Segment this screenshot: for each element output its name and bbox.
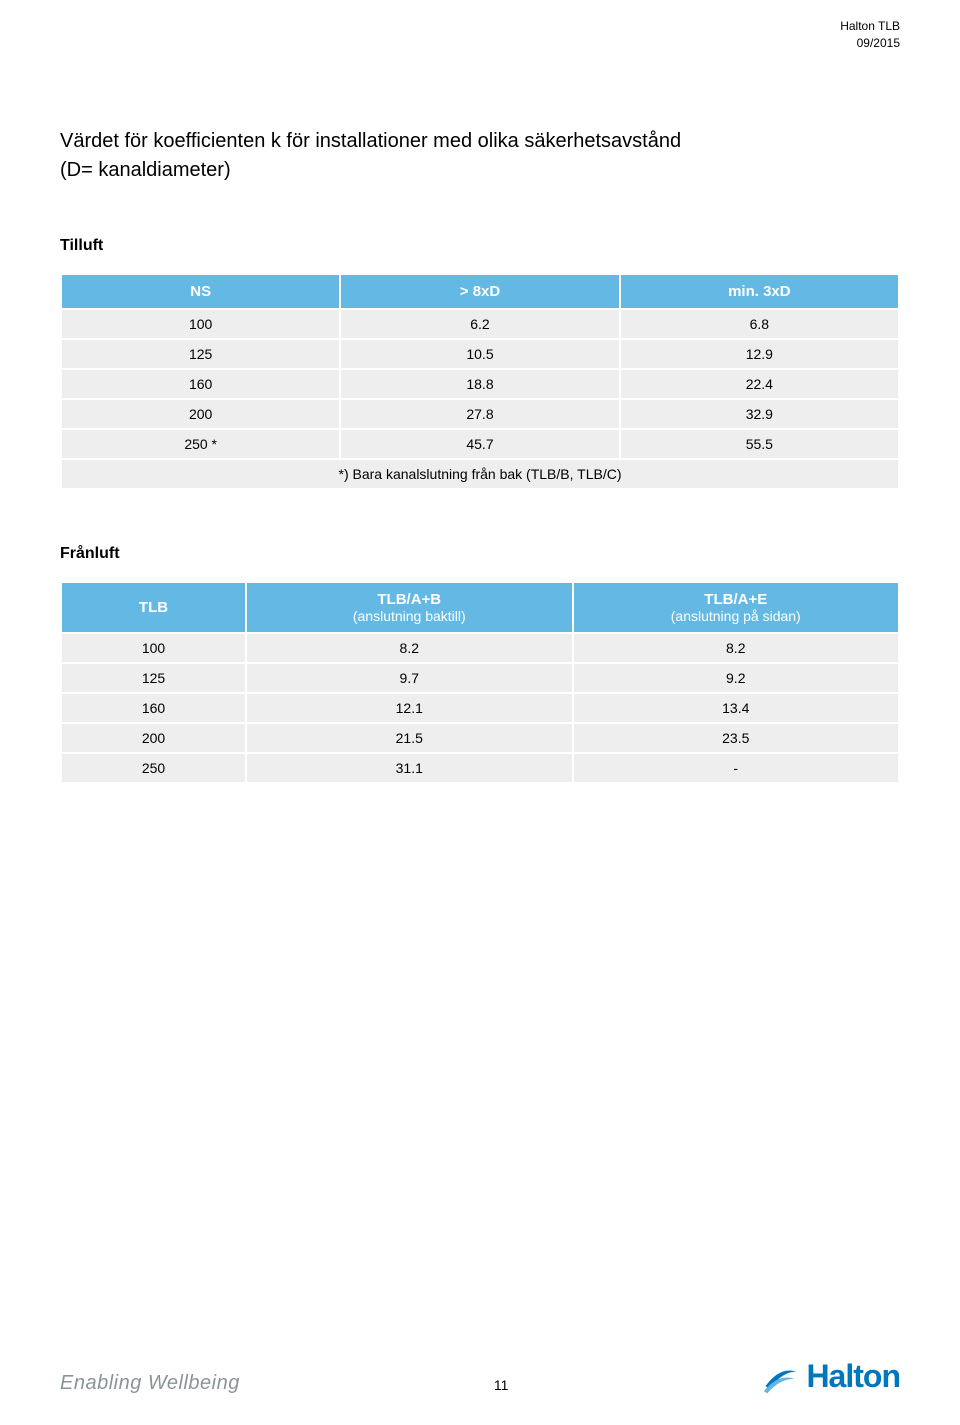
cell: 6.2	[341, 310, 618, 338]
cell: 250	[62, 754, 245, 782]
cell: 10.5	[341, 340, 618, 368]
cell: 100	[62, 634, 245, 662]
halton-swoosh-icon	[762, 1359, 798, 1395]
table-row: 200 27.8 32.9	[62, 400, 898, 428]
footer-logo: Halton	[762, 1358, 900, 1395]
header-date: 09/2015	[840, 35, 900, 52]
table-row: 125 10.5 12.9	[62, 340, 898, 368]
cell: 27.8	[341, 400, 618, 428]
col3-label: TLB/A+E	[704, 591, 767, 608]
col2-label: TLB/A+B	[377, 591, 441, 608]
page-title-line1: Värdet för koefficienten k för installat…	[60, 130, 900, 153]
cell: 250 *	[62, 430, 339, 458]
table-row: 160 12.1 13.4	[62, 694, 898, 722]
cell: 55.5	[621, 430, 898, 458]
header-brand: Halton TLB	[840, 18, 900, 35]
table-tilluft: NS > 8xD min. 3xD 100 6.2 6.8 125 10.5 1…	[60, 273, 900, 490]
footer-tagline: Enabling Wellbeing	[60, 1372, 240, 1395]
cell: 23.5	[574, 724, 899, 752]
cell: 125	[62, 664, 245, 692]
table-row: 200 21.5 23.5	[62, 724, 898, 752]
page-footer: Enabling Wellbeing 11 Halton	[0, 1358, 960, 1395]
cell: 22.4	[621, 370, 898, 398]
footer-logo-text: Halton	[806, 1358, 900, 1395]
cell: 32.9	[621, 400, 898, 428]
table2-heading: Frånluft	[60, 545, 900, 563]
table2-col3-header: TLB/A+E (anslutning på sidan)	[574, 583, 899, 632]
cell: 200	[62, 400, 339, 428]
table1-footnote-row: *) Bara kanalslutning från bak (TLB/B, T…	[62, 460, 898, 488]
table1-col2-header: > 8xD	[341, 275, 618, 308]
table-row: 100 6.2 6.8	[62, 310, 898, 338]
cell: 6.8	[621, 310, 898, 338]
cell: 31.1	[247, 754, 571, 782]
cell: 21.5	[247, 724, 571, 752]
table-row: 250 * 45.7 55.5	[62, 430, 898, 458]
col3-sub: (anslutning på sidan)	[584, 608, 889, 624]
footer-page-number: 11	[494, 1377, 509, 1393]
col2-sub: (anslutning baktill)	[257, 608, 561, 624]
cell: 8.2	[247, 634, 571, 662]
cell: 45.7	[341, 430, 618, 458]
table-franluft: TLB TLB/A+B (anslutning baktill) TLB/A+E…	[60, 581, 900, 784]
table2-col2-header: TLB/A+B (anslutning baktill)	[247, 583, 571, 632]
cell: 8.2	[574, 634, 899, 662]
header-metadata: Halton TLB 09/2015	[840, 18, 900, 52]
table-row: 100 8.2 8.2	[62, 634, 898, 662]
table-row: 125 9.7 9.2	[62, 664, 898, 692]
table1-footnote: *) Bara kanalslutning från bak (TLB/B, T…	[62, 460, 898, 488]
cell: 160	[62, 694, 245, 722]
table1-heading: Tilluft	[60, 237, 900, 255]
table1-col1-header: NS	[62, 275, 339, 308]
table-row: 250 31.1 -	[62, 754, 898, 782]
cell: 13.4	[574, 694, 899, 722]
table2-col1-header: TLB	[62, 583, 245, 632]
table-row: 160 18.8 22.4	[62, 370, 898, 398]
page-title-line2: (D= kanaldiameter)	[60, 159, 900, 182]
cell: 160	[62, 370, 339, 398]
cell: 9.2	[574, 664, 899, 692]
cell: 18.8	[341, 370, 618, 398]
cell: 200	[62, 724, 245, 752]
cell: 125	[62, 340, 339, 368]
cell: 9.7	[247, 664, 571, 692]
cell: 12.9	[621, 340, 898, 368]
cell: 100	[62, 310, 339, 338]
cell: 12.1	[247, 694, 571, 722]
cell: -	[574, 754, 899, 782]
table1-col3-header: min. 3xD	[621, 275, 898, 308]
